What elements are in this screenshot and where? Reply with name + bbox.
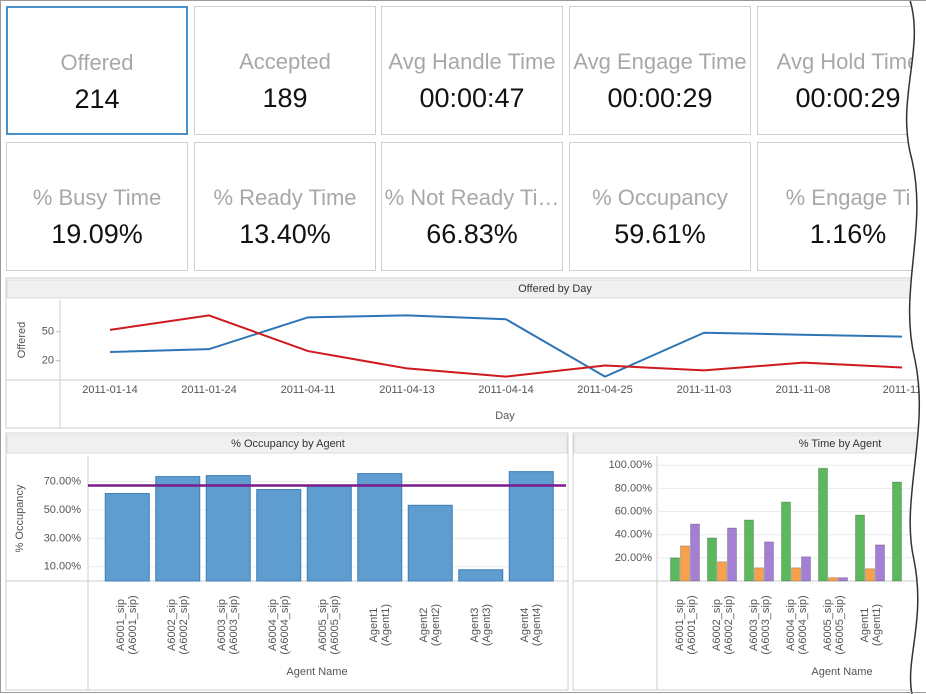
bar xyxy=(828,577,838,582)
bar xyxy=(818,467,828,582)
bar xyxy=(707,537,717,582)
bar xyxy=(838,577,848,582)
bar xyxy=(680,545,690,582)
bar xyxy=(717,561,727,582)
x-tick-label: A6005_sip (A6005_sip) xyxy=(317,595,342,655)
x-axis-title: Day xyxy=(495,410,515,422)
bar xyxy=(892,481,902,582)
y-axis-title: % Occupancy xyxy=(14,484,26,552)
x-tick-label: 2011-01-14 xyxy=(82,384,137,396)
chart-title: Offered by Day xyxy=(518,283,592,295)
x-tick-label: A6004_sip (A6004_sip) xyxy=(784,595,809,655)
x-tick-label: A6002_sip (A6002_sip) xyxy=(165,595,190,655)
bar xyxy=(754,567,764,582)
bar xyxy=(155,476,201,582)
x-tick-label: Agent1 (Agent1) xyxy=(858,603,883,647)
bar xyxy=(801,556,811,582)
bar xyxy=(407,504,453,582)
y-tick-label: 60.00% xyxy=(615,505,653,517)
x-tick-label: A6001_sip (A6001_sip) xyxy=(673,595,698,655)
y-tick-label: 10.00% xyxy=(44,561,82,573)
bar xyxy=(764,541,774,582)
x-tick-label: A6003_sip (A6003_sip) xyxy=(747,595,772,655)
bar xyxy=(855,514,865,582)
x-tick-label: Agent2 (Agent2) xyxy=(418,603,443,647)
y-tick-label: 20 xyxy=(42,355,54,367)
y-tick-label: 50.00% xyxy=(44,504,82,516)
x-tick-label: Agent1 (Agent1) xyxy=(367,603,392,647)
bar xyxy=(458,569,504,582)
x-tick-label: 2011-04-11 xyxy=(281,384,336,396)
x-tick-label: A6005_sip (A6005_sip) xyxy=(821,595,846,655)
bar xyxy=(690,523,700,582)
bar xyxy=(865,568,875,582)
x-tick-label: Agent3 (Agent3) xyxy=(468,603,493,647)
x-tick-label: 2011-11-03 xyxy=(677,384,732,396)
panel xyxy=(5,277,921,429)
panel-header xyxy=(6,279,920,299)
y-tick-label: 20.00% xyxy=(615,552,653,564)
bar xyxy=(744,519,754,582)
x-tick-label: 2011-11 xyxy=(883,384,922,396)
x-tick-label: A6003_sip (A6003_sip) xyxy=(216,595,241,655)
chart-title: % Time by Agent xyxy=(799,438,882,450)
bar xyxy=(875,544,885,582)
y-tick-label: 100.00% xyxy=(609,459,653,471)
x-tick-label: A6004_sip (A6004_sip) xyxy=(266,595,291,655)
x-tick-label: 2011-04-25 xyxy=(577,384,632,396)
y-tick-label: 70.00% xyxy=(44,475,82,487)
x-tick-label: 2011-04-13 xyxy=(379,384,434,396)
x-axis-title: Agent Name xyxy=(811,666,872,678)
x-tick-label: 2011-01-24 xyxy=(181,384,236,396)
bar xyxy=(306,485,352,582)
bar xyxy=(256,489,302,582)
bar xyxy=(670,557,680,582)
bar xyxy=(205,475,251,582)
y-tick-label: 80.00% xyxy=(615,482,653,494)
bar xyxy=(727,527,737,582)
x-axis-title: Agent Name xyxy=(286,666,347,678)
bar xyxy=(508,471,554,582)
x-tick-label: 2011-04-14 xyxy=(478,384,533,396)
y-axis-title: Offered xyxy=(16,322,28,359)
bar xyxy=(781,501,791,582)
y-tick-label: 40.00% xyxy=(615,529,653,541)
bar xyxy=(791,567,801,582)
x-tick-label: A6002_sip (A6002_sip) xyxy=(710,595,735,655)
y-tick-label: 50 xyxy=(42,326,54,338)
chart-title: % Occupancy by Agent xyxy=(231,438,345,450)
x-tick-label: 2011-11-08 xyxy=(776,384,831,396)
x-tick-label: A6001_sip (A6001_sip) xyxy=(115,595,140,655)
bar xyxy=(357,473,403,582)
bar xyxy=(104,493,150,582)
y-tick-label: 30.00% xyxy=(44,532,82,544)
x-tick-label: Agent4 (Agent4) xyxy=(519,603,544,647)
